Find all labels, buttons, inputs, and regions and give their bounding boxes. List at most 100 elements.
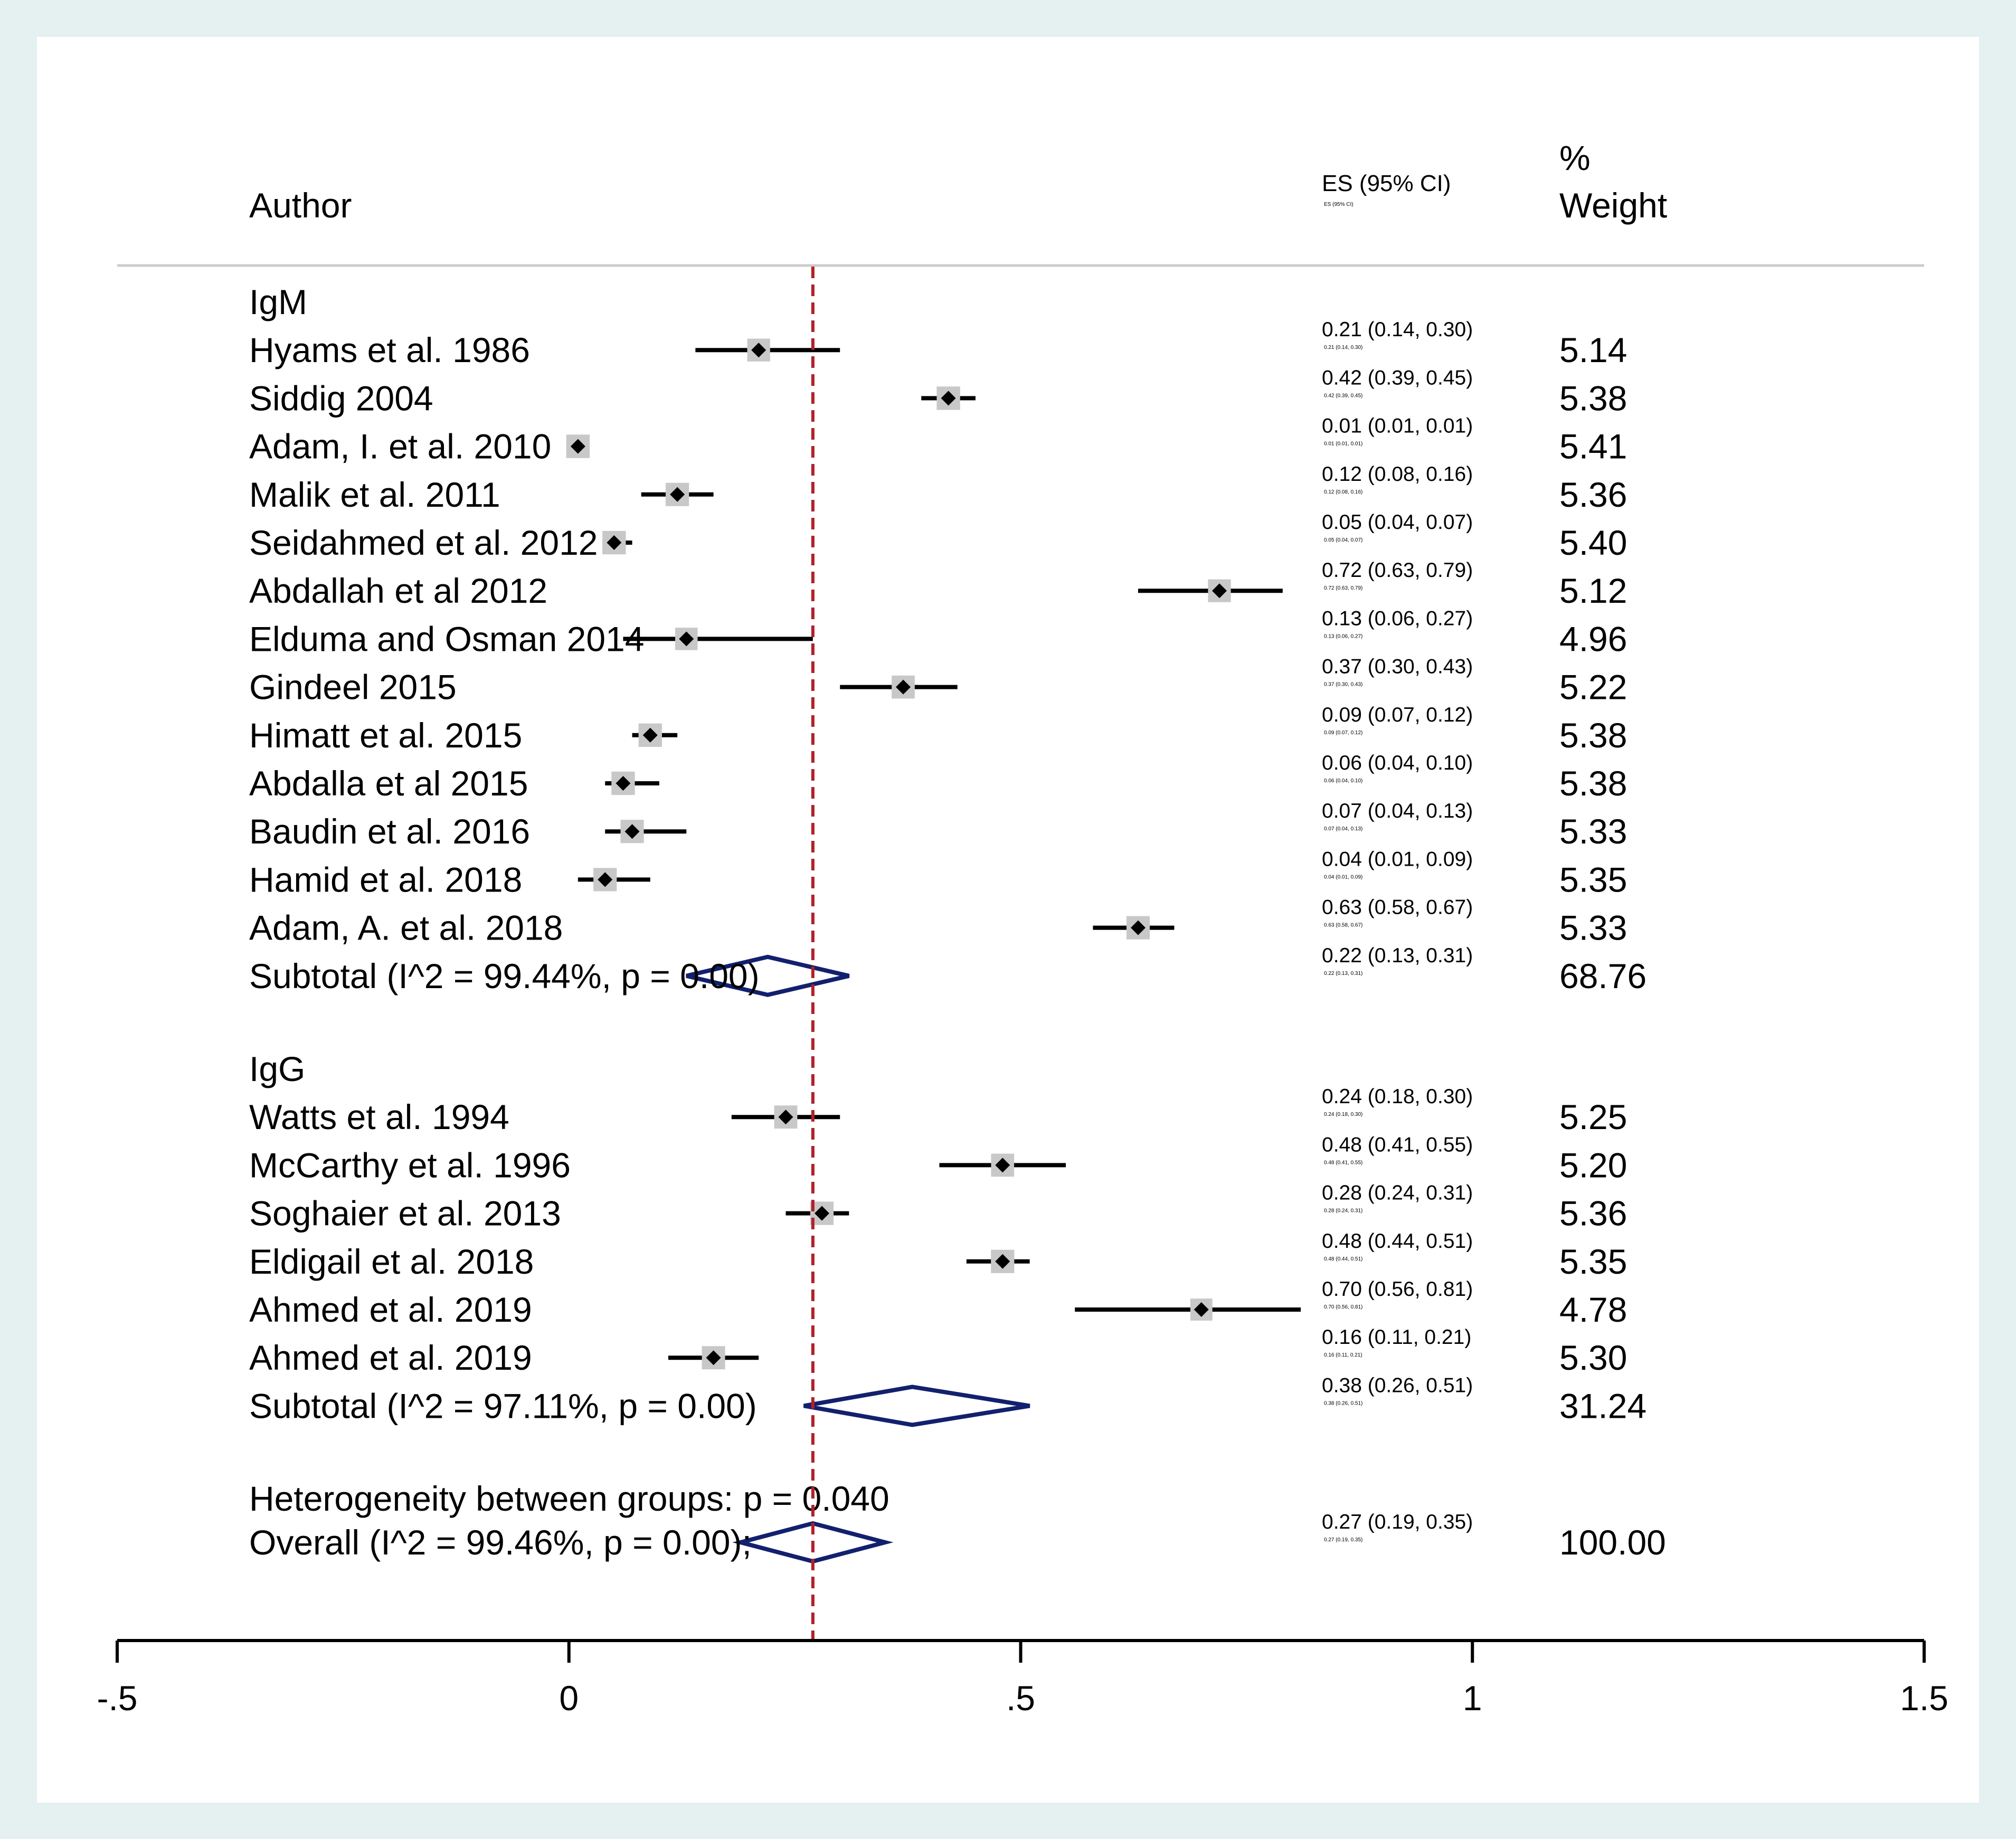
effect-size-text-small: 0.05 (0.04, 0.07) (1324, 537, 1362, 543)
weight-value: 5.40 (1559, 523, 1627, 562)
study-label: Abdalla et al 2015 (249, 764, 528, 803)
weight-value: 5.33 (1559, 908, 1627, 947)
effect-size-text: 0.07 (0.04, 0.13) (1322, 800, 1473, 822)
effect-size-text-small: 0.24 (0.18, 0.30) (1324, 1112, 1362, 1117)
weight-value: 5.12 (1559, 571, 1627, 610)
effect-size-text-small: 0.04 (0.01, 0.09) (1324, 874, 1362, 880)
point-estimate (607, 535, 622, 550)
effect-size-text: 0.12 (0.08, 0.16) (1322, 463, 1473, 486)
effect-size-text: 0.16 (0.11, 0.21) (1322, 1326, 1471, 1349)
effect-size-text-small: 0.38 (0.26, 0.51) (1324, 1400, 1362, 1406)
overall-diamond (732, 1521, 894, 1564)
study-label: Baudin et al. 2016 (249, 812, 530, 851)
effect-size-text-small: 0.42 (0.39, 0.45) (1324, 393, 1362, 399)
effect-size-text: 0.48 (0.44, 0.51) (1322, 1230, 1473, 1253)
point-estimate (778, 1110, 793, 1125)
study-label: Hyams et al. 1986 (249, 330, 530, 369)
author-header: Author (249, 186, 352, 225)
effect-size-text: 0.01 (0.01, 0.01) (1322, 415, 1473, 438)
group-label: IgM (249, 282, 307, 321)
x-axis: -.5 0 .5 1 1.5 (97, 1641, 1948, 1718)
effect-size-text-small: 0.21 (0.14, 0.30) (1324, 345, 1362, 350)
study-label: Adam, A. et al. 2018 (249, 908, 563, 947)
study-label: McCarthy et al. 1996 (249, 1145, 571, 1184)
study-label: Soghaier et al. 2013 (249, 1194, 561, 1233)
effect-size-text: 0.06 (0.04, 0.10) (1322, 752, 1473, 774)
effect-size-text: 0.21 (0.14, 0.30) (1322, 318, 1473, 341)
x-tick-label: .5 (1006, 1679, 1035, 1718)
subtotal-label: Subtotal (I^2 = 97.11%, p = 0.00) (249, 1386, 757, 1425)
weight-header-percent: % (1559, 138, 1591, 177)
effect-size-text-small: 0.72 (0.63, 0.79) (1324, 585, 1362, 591)
effect-size-text: 0.05 (0.04, 0.07) (1322, 511, 1473, 534)
weight-value: 4.78 (1559, 1290, 1627, 1329)
point-estimate (814, 1206, 829, 1221)
effect-size-text: 0.24 (0.18, 0.30) (1322, 1085, 1473, 1108)
point-estimate (941, 391, 956, 406)
group-label: IgG (249, 1049, 305, 1088)
effect-size-text-small: 0.01 (0.01, 0.01) (1324, 441, 1362, 447)
study-label: Hamid et al. 2018 (249, 860, 522, 899)
weight-value: 5.38 (1559, 764, 1627, 803)
study-label: Abdallah et al 2012 (249, 571, 547, 610)
study-label: Ahmed et al. 2019 (249, 1290, 532, 1329)
weight-value: 31.24 (1559, 1386, 1646, 1425)
effect-size-text-small: 0.07 (0.04, 0.13) (1324, 826, 1362, 832)
weight-value: 5.30 (1559, 1338, 1627, 1377)
effect-size-text: 0.28 (0.24, 0.31) (1322, 1182, 1473, 1205)
point-estimate (598, 872, 613, 887)
weight-value: 5.36 (1559, 1194, 1627, 1233)
effect-size-text: 0.38 (0.26, 0.51) (1322, 1374, 1473, 1397)
point-estimate (570, 439, 585, 454)
x-tick-label: -.5 (97, 1679, 137, 1718)
subtotal-diamond (686, 954, 850, 997)
point-estimate (896, 679, 911, 695)
chart-marks: IgM Hyams et al. 1986 0.21 (0.14, 0.30) 0.2… (249, 267, 1666, 1641)
point-estimate (670, 487, 685, 502)
effect-size-text: 0.37 (0.30, 0.43) (1322, 656, 1473, 678)
study-label: Himatt et al. 2015 (249, 716, 522, 755)
effect-size-text-small: 0.06 (0.04, 0.10) (1324, 778, 1362, 784)
study-label: Seidahmed et al. 2012 (249, 523, 598, 562)
effect-size-text-small: 0.37 (0.30, 0.43) (1324, 682, 1362, 688)
weight-value: 5.41 (1559, 427, 1627, 466)
es-header-small: ES (95% CI) (1324, 202, 1354, 207)
effect-size-text-small: 0.09 (0.07, 0.12) (1324, 730, 1362, 736)
effect-size-text-small: 0.16 (0.11, 0.21) (1324, 1352, 1362, 1358)
point-estimate (1130, 920, 1146, 935)
subtotal-label: Subtotal (I^2 = 99.44%, p = 0.00) (249, 956, 760, 996)
point-estimate (751, 343, 766, 358)
effect-size-text-small: 0.12 (0.08, 0.16) (1324, 489, 1362, 495)
study-label: Eldigail et al. 2018 (249, 1242, 534, 1281)
effect-size-text: 0.09 (0.07, 0.12) (1322, 704, 1473, 726)
x-tick-label: 0 (559, 1679, 579, 1718)
weight-value: 5.22 (1559, 668, 1627, 707)
weight-value: 5.38 (1559, 716, 1627, 755)
weight-value: 5.38 (1559, 378, 1627, 418)
overall-label: Overall (I^2 = 99.46%, p = 0.00); (249, 1523, 752, 1562)
weight-value: 100.00 (1559, 1523, 1666, 1562)
effect-size-text-small: 0.27 (0.19, 0.35) (1324, 1537, 1362, 1543)
effect-size-text: 0.04 (0.01, 0.09) (1322, 848, 1473, 870)
weight-value: 4.96 (1559, 619, 1627, 658)
point-estimate (1212, 583, 1227, 599)
effect-size-text: 0.70 (0.56, 0.81) (1322, 1278, 1473, 1301)
study-label: Elduma and Osman 2014 (249, 619, 644, 658)
effect-size-text: 0.27 (0.19, 0.35) (1322, 1511, 1473, 1533)
effect-size-text: 0.48 (0.41, 0.55) (1322, 1133, 1473, 1156)
weight-value: 5.33 (1559, 812, 1627, 851)
point-estimate (624, 824, 640, 839)
weight-value: 5.36 (1559, 475, 1627, 514)
effect-size-text: 0.22 (0.13, 0.31) (1322, 944, 1473, 967)
x-tick-label: 1 (1463, 1679, 1482, 1718)
heterogeneity-text: Heterogeneity between groups: p = 0.040 (249, 1479, 889, 1518)
subtotal-diamond (803, 1385, 1030, 1427)
effect-size-text-small: 0.63 (0.58, 0.67) (1324, 923, 1362, 928)
effect-size-text-small: 0.48 (0.44, 0.51) (1324, 1256, 1362, 1262)
point-estimate (995, 1254, 1010, 1269)
point-estimate (642, 727, 658, 743)
header-panel (117, 108, 1924, 267)
point-estimate (706, 1350, 721, 1366)
effect-size-text-small: 0.28 (0.24, 0.31) (1324, 1208, 1362, 1214)
